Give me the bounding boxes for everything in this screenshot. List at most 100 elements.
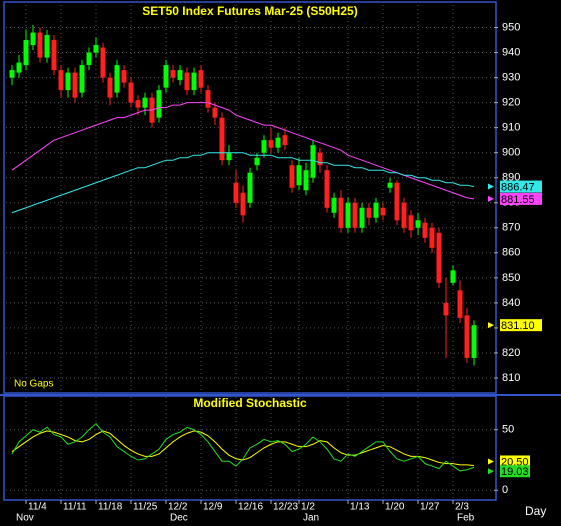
candle-body (289, 165, 295, 188)
candle-body (163, 65, 169, 88)
x-tick-label: 11/11 (63, 502, 87, 513)
y-tick-label: 870 (502, 222, 520, 234)
candle-body (408, 215, 414, 231)
last-value-arrow (488, 468, 494, 475)
candle-body (310, 145, 316, 178)
x-tick-label: 12/9 (203, 502, 223, 513)
candle-body (443, 302, 449, 316)
last-value-arrow (488, 195, 494, 202)
candle-body (457, 290, 463, 318)
x-tick-label: 12/2 (168, 502, 188, 513)
candle-body (429, 227, 435, 248)
candle-body (37, 32, 43, 58)
candle-body (142, 97, 148, 108)
x-axis-label: Day (525, 504, 546, 518)
candle-body (352, 202, 358, 228)
last-value-box (500, 465, 530, 478)
candle-body (380, 207, 386, 216)
candle-body (338, 197, 344, 228)
candle-body (51, 40, 57, 71)
candle-body (436, 232, 442, 283)
price-panel (3, 1, 497, 394)
candle-body (254, 157, 260, 166)
candle-body (184, 72, 190, 91)
candle-body (107, 77, 113, 98)
last-value-box (500, 455, 530, 468)
month-label: Dec (170, 513, 188, 524)
candle-body (471, 325, 477, 358)
y-tick-label: 50 (502, 424, 514, 436)
candle-body (303, 170, 309, 191)
month-label: Nov (16, 513, 34, 524)
candle-body (191, 72, 197, 91)
last-value-arrow (488, 458, 494, 465)
stochastic-line (11, 422, 475, 472)
month-label: Feb (457, 513, 475, 524)
candle-body (16, 62, 22, 73)
y-tick-label: 900 (502, 147, 520, 159)
note: No Gaps (14, 379, 53, 390)
last-value-arrow (488, 183, 494, 190)
stochastic-line (11, 430, 475, 466)
candle-body (317, 152, 323, 166)
candle-body (324, 170, 330, 208)
y-tick-label: 850 (502, 272, 520, 284)
candle-body (415, 220, 421, 228)
last-value-box (500, 192, 542, 205)
candle-body (422, 222, 428, 238)
candle-body (135, 100, 141, 108)
panel-title: SET50 Index Futures Mar-25 (S50H25) (142, 4, 357, 18)
candle-body (23, 40, 29, 66)
candle-body (401, 202, 407, 228)
candle-body (72, 72, 78, 98)
candle-body (93, 45, 99, 53)
candle-body (58, 70, 64, 91)
candle-body (100, 47, 106, 78)
y-tick-label: 910 (502, 122, 520, 134)
x-tick-label: 1/27 (420, 502, 440, 513)
candle-body (345, 202, 351, 228)
y-tick-label: 810 (502, 372, 520, 384)
candle-body (240, 192, 246, 216)
x-tick-label: 11/4 (28, 502, 47, 513)
x-tick-label: 11/18 (98, 502, 123, 513)
candle-body (205, 90, 211, 108)
candle-body (394, 182, 400, 221)
y-tick-label: 820 (502, 347, 520, 359)
candle-body (9, 70, 15, 78)
candle-body (156, 90, 162, 118)
x-tick-label: 2/3 (455, 502, 469, 513)
candle-body (275, 137, 281, 148)
candle-body (261, 140, 267, 153)
candle-body (296, 165, 302, 186)
last-value-label: 881.55 (501, 194, 535, 206)
panel-title: Modified Stochastic (193, 396, 307, 410)
candle-body (177, 70, 183, 81)
last-value-arrow (488, 322, 494, 329)
month-label: Jan (303, 513, 319, 524)
candle-body (387, 182, 393, 188)
candle-body (226, 152, 232, 161)
candle-body (121, 70, 127, 83)
y-tick-label: 940 (502, 46, 520, 58)
candle-body (79, 65, 85, 93)
candle-body (44, 35, 50, 58)
x-tick-label: 12/16 (238, 502, 263, 513)
candle-body (65, 72, 71, 91)
candle-body (331, 197, 337, 213)
candle-body (86, 52, 92, 66)
x-tick-label: 1/2 (301, 502, 315, 513)
last-value-box (500, 180, 542, 193)
candle-body (450, 270, 456, 283)
y-tick-label: 920 (502, 97, 520, 109)
candle-body (30, 32, 36, 46)
x-tick-label: 1/13 (350, 502, 370, 513)
candle-body (212, 107, 218, 118)
y-tick-label: 930 (502, 71, 520, 83)
y-tick-label: 0 (502, 484, 508, 496)
last-value-label: 886.47 (501, 181, 535, 193)
y-tick-label: 950 (502, 21, 520, 33)
x-tick-label: 1/20 (385, 502, 405, 513)
moving-average (11, 152, 475, 214)
last-close-box (500, 319, 542, 332)
